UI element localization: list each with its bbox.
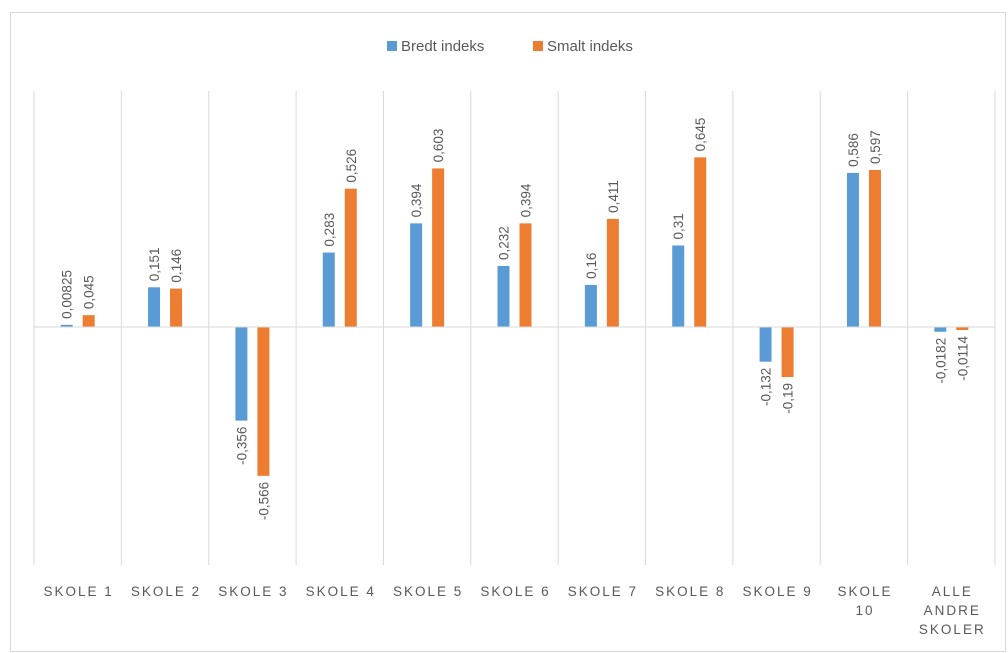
bar: [257, 327, 270, 476]
data-label: 0,394: [409, 183, 424, 217]
bar: [432, 168, 445, 327]
category-labels-layer: SKOLE 1 SKOLE 2 SKOLE 3 SKOLE 4 SKOLE 5 SKOLE…: [44, 584, 986, 637]
data-label: -0,0182: [933, 338, 948, 384]
data-label: 0,31: [671, 213, 686, 239]
data-label: 0,394: [519, 183, 534, 217]
data-label: 0,00825: [60, 270, 75, 319]
bar: [781, 327, 794, 377]
category-label: 10: [855, 603, 874, 618]
legend-swatch-2: [533, 41, 543, 51]
data-label: -0,356: [234, 427, 249, 465]
data-label: -0,132: [759, 368, 774, 406]
category-label: SKOLE 5: [393, 584, 463, 599]
bar-chart: Bredt indeks Smalt indeks 0,00825 0,045 0,1…: [33, 38, 996, 637]
bar: [170, 288, 183, 327]
bar: [322, 252, 335, 327]
category-label: SKOLE 8: [655, 584, 725, 599]
category-label: SKOLER: [919, 622, 986, 637]
data-label: 0,586: [846, 133, 861, 167]
chart-legend: Bredt indeks Smalt indeks: [387, 38, 633, 55]
data-label: 0,283: [322, 213, 337, 247]
category-label: SKOLE 4: [306, 584, 376, 599]
bar: [846, 172, 859, 327]
bar: [148, 287, 161, 327]
bar: [606, 218, 619, 327]
category-label: SKOLE: [837, 584, 892, 599]
category-label: ALLE: [932, 584, 973, 599]
data-label: 0,526: [344, 149, 359, 183]
data-label: -0,0114: [955, 336, 970, 381]
category-label: SKOLE 2: [131, 584, 201, 599]
data-label: 0,146: [169, 249, 184, 283]
bar: [759, 327, 772, 362]
data-label: 0,045: [82, 275, 97, 309]
bar: [344, 188, 357, 327]
category-label: ANDRE: [924, 603, 981, 618]
data-label: 0,411: [606, 180, 621, 213]
bar: [672, 245, 685, 327]
bar: [934, 327, 947, 332]
data-label: 0,232: [497, 226, 512, 260]
legend-label-1: Bredt indeks: [401, 38, 484, 55]
data-label: 0,603: [431, 129, 446, 163]
bar: [868, 169, 881, 327]
data-label: 0,151: [147, 247, 162, 281]
category-label: SKOLE 7: [568, 584, 638, 599]
bar: [584, 284, 597, 327]
category-label: SKOLE 9: [742, 584, 812, 599]
legend-label-2: Smalt indeks: [547, 38, 633, 55]
bar: [694, 157, 707, 327]
bar: [956, 327, 969, 330]
data-label: -0,566: [256, 482, 271, 520]
data-label: 0,597: [868, 130, 883, 164]
category-label: SKOLE 6: [480, 584, 550, 599]
data-label: 0,645: [693, 118, 708, 152]
chart-frame: Bredt indeks Smalt indeks 0,00825 0,045 0,1…: [10, 12, 1006, 652]
bar: [235, 327, 248, 421]
bar: [519, 223, 532, 327]
data-label: -0,19: [781, 383, 796, 414]
bars-layer: [60, 157, 969, 476]
category-label: SKOLE 1: [44, 584, 114, 599]
data-label: 0,16: [584, 253, 599, 279]
category-label: SKOLE 3: [218, 584, 288, 599]
category-gridlines: [33, 91, 996, 565]
data-labels-layer: 0,00825 0,045 0,151 0,146 -0,356 -0,566 0,283 0…: [60, 118, 971, 521]
bar: [60, 324, 73, 327]
legend-swatch-1: [387, 41, 397, 51]
bar: [410, 223, 423, 327]
bar: [497, 265, 510, 327]
bar: [82, 315, 95, 327]
